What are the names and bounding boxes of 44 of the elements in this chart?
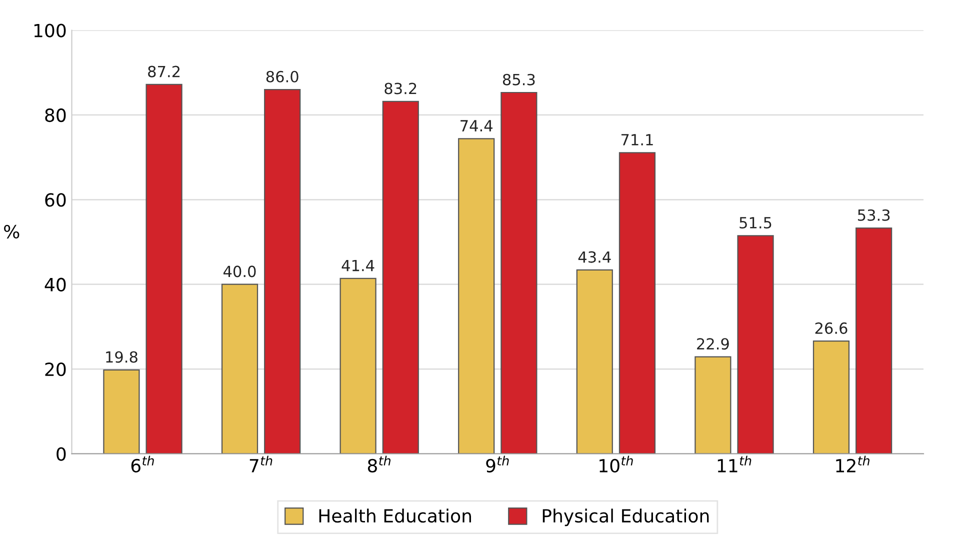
x-tick-label: 7$^{th}$ [250, 456, 272, 472]
x-tick-label: 9$^{th}$ [486, 456, 509, 472]
x-tick-label: 10$^{th}$ [600, 456, 633, 472]
data-label: 22.9 [697, 338, 729, 350]
data-label: 26.6 [815, 322, 848, 334]
y-tick-label: 100 [34, 24, 66, 38]
x-tick-label: 12$^{th}$ [836, 456, 870, 472]
bar [382, 100, 419, 454]
bar [458, 138, 495, 454]
data-label: 51.5 [740, 217, 772, 229]
data-label: 19.8 [106, 351, 138, 363]
y-tick-label: 0 [56, 447, 66, 461]
data-label: 74.4 [460, 120, 492, 132]
data-label: 43.4 [578, 251, 611, 263]
data-label: 83.2 [384, 82, 416, 94]
bar [618, 152, 656, 454]
data-label: 86.0 [266, 70, 298, 82]
data-label: 41.4 [342, 260, 374, 272]
legend-label: Physical Education [542, 508, 709, 526]
y-tick-label: 40 [44, 278, 66, 292]
data-label: 40.0 [223, 266, 256, 278]
y-axis-title: % [4, 224, 20, 238]
y-tick-label: 80 [45, 108, 66, 122]
bar [221, 284, 258, 454]
bar [146, 84, 182, 454]
data-label: 53.3 [858, 209, 890, 221]
x-tick-label: 11$^{th}$ [718, 456, 752, 472]
bar [340, 278, 376, 454]
bar [694, 356, 732, 454]
bar [812, 340, 850, 454]
x-tick-label: 8$^{th}$ [368, 456, 390, 472]
data-label: 87.2 [148, 66, 180, 78]
data-label: 71.1 [621, 134, 653, 146]
bar [737, 235, 774, 454]
bar [856, 227, 892, 454]
legend-label: Health Education [319, 508, 471, 523]
bar [264, 88, 301, 454]
y-tick-label: 60 [45, 193, 66, 207]
y-tick-label: 20 [45, 362, 66, 376]
bar [103, 369, 140, 454]
bar [576, 269, 613, 454]
bar [500, 92, 538, 454]
x-tick-label: 6$^{th}$ [131, 456, 154, 472]
data-label: 85.3 [502, 74, 535, 86]
